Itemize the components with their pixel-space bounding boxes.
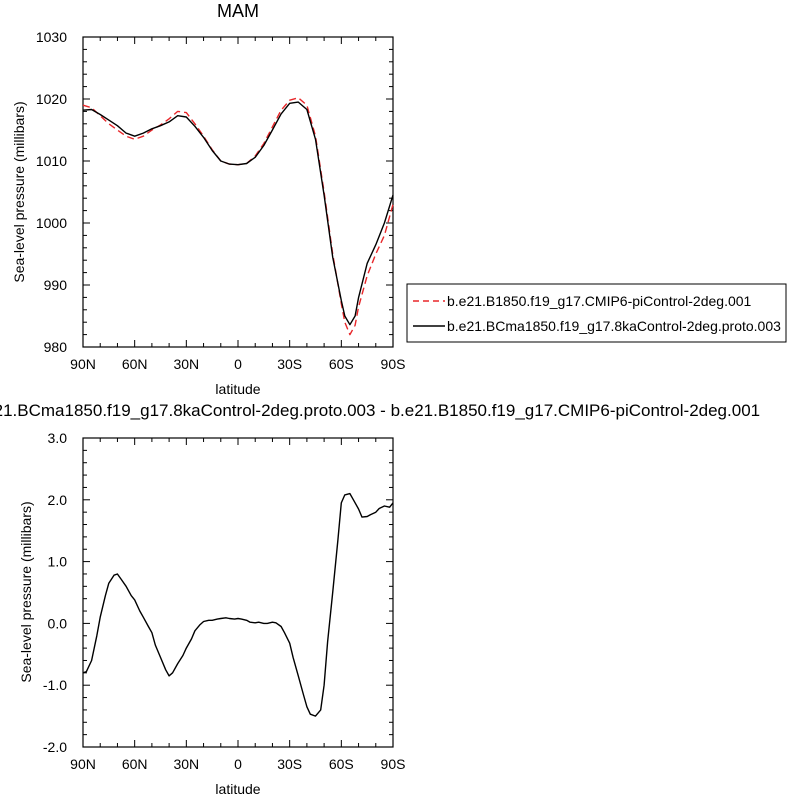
series-lines	[82, 492, 394, 717]
y-tick-label: 2.0	[48, 492, 68, 508]
y-tick-label: 0.0	[48, 615, 68, 631]
bottom-chart: b.e21.BCma1850.f19_g17.8kaControl-2deg.p…	[0, 401, 760, 797]
x-tick-label: 60N	[122, 356, 148, 372]
x-tick-label: 0	[234, 756, 242, 772]
plot-frame	[82, 36, 394, 348]
y-tick-label: 1.0	[48, 554, 68, 570]
legend-label-piControl: b.e21.B1850.f19_g17.CMIP6-piControl-2deg…	[447, 293, 752, 309]
y-tick-label: 980	[44, 339, 68, 355]
x-tick-label: 30S	[277, 756, 302, 772]
y-tick-label: -1.0	[43, 677, 67, 693]
x-tick-label: 30N	[173, 756, 199, 772]
series-line-0	[82, 97, 394, 336]
y-axis-label: Sea-level pressure (millibars)	[11, 101, 27, 282]
y-tick-label: 1030	[36, 29, 67, 45]
top-chart: MAM 90N 60N 30N 0 30S 60S 90S 980 990 1000 1010 102…	[11, 1, 787, 397]
axis-ticks: 90N 60N 30N 0 30S 60S 90S -2.0 -1.0 0.0 1.0 2.0 3.0	[43, 430, 406, 772]
legend: b.e21.B1850.f19_g17.CMIP6-piControl-2deg…	[406, 283, 787, 343]
series-line-1	[82, 101, 394, 326]
x-tick-label: 30S	[277, 356, 302, 372]
x-tick-label: 60S	[329, 356, 354, 372]
axis-ticks: 90N 60N 30N 0 30S 60S 90S 980 990 1000 1010 1020 103…	[36, 29, 406, 372]
legend-label-8kaControl: b.e21.BCma1850.f19_g17.8kaControl-2deg.p…	[447, 318, 781, 334]
x-tick-label: 60S	[329, 756, 354, 772]
chart-title: MAM	[217, 1, 259, 21]
y-tick-label: 1020	[36, 91, 67, 107]
y-tick-label: -2.0	[43, 739, 67, 755]
x-tick-label: 90N	[70, 756, 96, 772]
legend-box	[406, 283, 787, 343]
x-tick-label: 90N	[70, 356, 96, 372]
x-tick-label: 30N	[173, 356, 199, 372]
x-tick-label: 90S	[381, 756, 406, 772]
series-lines	[82, 97, 394, 336]
y-tick-label: 1010	[36, 153, 67, 169]
x-tick-label: 90S	[381, 356, 406, 372]
chart-title: b.e21.BCma1850.f19_g17.8kaControl-2deg.p…	[0, 401, 760, 420]
x-axis-label: latitude	[215, 381, 260, 397]
y-axis-label: Sea-level pressure (millibars)	[18, 501, 34, 682]
y-tick-label: 990	[44, 277, 68, 293]
y-tick-label: 3.0	[48, 430, 68, 446]
x-tick-label: 60N	[122, 756, 148, 772]
x-axis-label: latitude	[215, 781, 260, 797]
x-tick-label: 0	[234, 356, 242, 372]
series-line-0	[82, 492, 394, 717]
y-tick-label: 1000	[36, 215, 67, 231]
